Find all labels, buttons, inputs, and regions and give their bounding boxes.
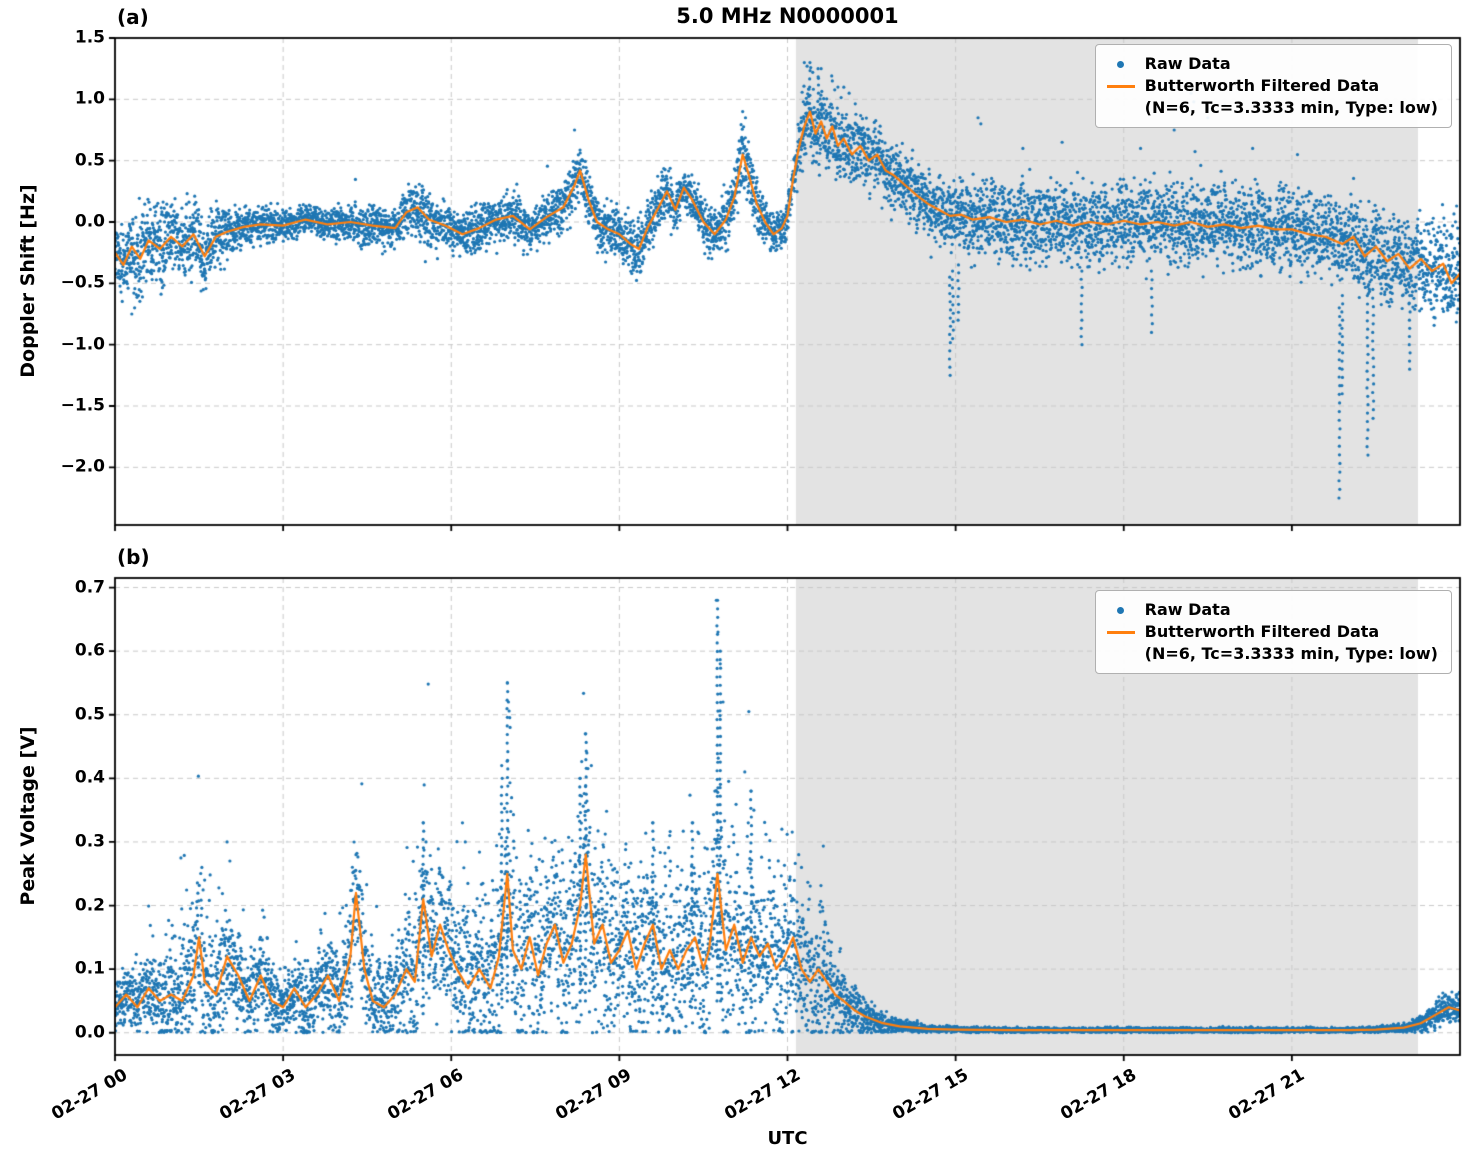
legend-filtered-sublabel: (N=6, Tc=3.3333 min, Type: low): [1144, 98, 1438, 117]
legend-raw-entry: Raw Data: [1106, 599, 1438, 621]
y-tick-label: 1.0: [74, 88, 105, 109]
y-tick-label: 0.0: [74, 211, 105, 232]
legend-filtered-entry: Butterworth Filtered Data (N=6, Tc=3.333…: [1106, 75, 1438, 119]
figure-title: 5.0 MHz N0000001: [676, 4, 899, 28]
y-tick-label: −0.5: [60, 272, 105, 293]
y-tick-label: 1.5: [74, 27, 105, 48]
y-tick-label: 0.6: [74, 640, 105, 661]
y-tick-label: 0.0: [74, 1022, 105, 1043]
legend-raw-label: Raw Data: [1144, 600, 1231, 619]
legend-filtered-sublabel: (N=6, Tc=3.3333 min, Type: low): [1144, 644, 1438, 663]
legend-filtered-entry: Butterworth Filtered Data (N=6, Tc=3.333…: [1106, 621, 1438, 665]
y-tick-label: 0.7: [74, 577, 105, 598]
legend-filtered-label: Butterworth Filtered Data: [1144, 76, 1380, 95]
y-tick-label: 0.5: [74, 150, 105, 171]
y-tick-label: −2.0: [60, 456, 105, 477]
filtered-line-marker-icon: [1106, 621, 1136, 643]
y-tick-label: −1.0: [60, 334, 105, 355]
panel-b-label: (b): [117, 545, 150, 569]
panel-b-y-axis-label: Peak Voltage [V]: [17, 726, 39, 906]
raw-data-marker-icon: [1106, 599, 1136, 621]
panel-a-y-axis-label: Doppler Shift [Hz]: [17, 184, 39, 378]
raw-data-marker-icon: [1106, 53, 1136, 75]
y-tick-label: −1.5: [60, 395, 105, 416]
legend-filtered-label: Butterworth Filtered Data: [1144, 622, 1380, 641]
y-tick-label: 0.3: [74, 831, 105, 852]
y-tick-label: 0.5: [74, 704, 105, 725]
panel-b-legend: Raw Data Butterworth Filtered Data (N=6,…: [1094, 590, 1452, 674]
y-tick-label: 0.4: [74, 767, 105, 788]
x-axis-label: UTC: [767, 1128, 808, 1149]
y-tick-label: 0.1: [74, 958, 105, 979]
panel-a-legend: Raw Data Butterworth Filtered Data (N=6,…: [1094, 44, 1452, 128]
legend-raw-entry: Raw Data: [1106, 53, 1438, 75]
filtered-line-marker-icon: [1106, 75, 1136, 97]
legend-raw-label: Raw Data: [1144, 54, 1231, 73]
panel-a-label: (a): [117, 5, 149, 29]
y-tick-label: 0.2: [74, 895, 105, 916]
